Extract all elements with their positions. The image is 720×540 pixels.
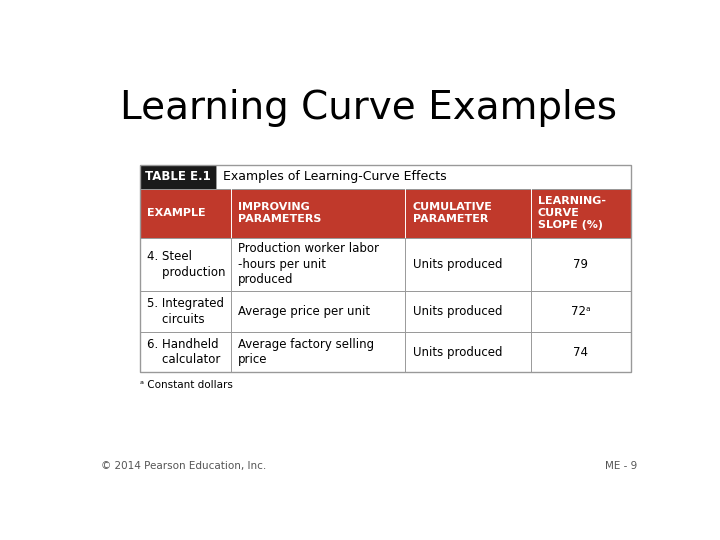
Text: 74: 74 [573,346,588,359]
Text: Units produced: Units produced [413,258,502,271]
Text: 79: 79 [573,258,588,271]
Text: 6. Handheld
    calculator: 6. Handheld calculator [148,338,221,366]
Text: Average factory selling
price: Average factory selling price [238,338,374,366]
Bar [140,291,631,332]
Bar [140,188,631,238]
Text: TABLE E.1: TABLE E.1 [145,170,211,183]
Text: ᵃ Constant dollars: ᵃ Constant dollars [140,380,233,390]
Text: 4. Steel
    production: 4. Steel production [148,250,226,279]
Bar [140,165,631,373]
Text: IMPROVING
PARAMETERS: IMPROVING PARAMETERS [238,202,322,224]
Bar [140,165,216,188]
Bar [216,165,631,188]
Text: Examples of Learning-Curve Effects: Examples of Learning-Curve Effects [223,170,446,183]
Bar [140,332,631,373]
Text: CUMULATIVE
PARAMETER: CUMULATIVE PARAMETER [413,202,492,224]
Text: Learning Curve Examples: Learning Curve Examples [120,90,618,127]
Text: Units produced: Units produced [413,346,502,359]
Text: LEARNING-
CURVE
SLOPE (%): LEARNING- CURVE SLOPE (%) [538,196,606,230]
Text: 5. Integrated
    circuits: 5. Integrated circuits [148,297,225,326]
Text: © 2014 Pearson Education, Inc.: © 2014 Pearson Education, Inc. [101,462,266,471]
Text: EXAMPLE: EXAMPLE [148,208,206,218]
Bar [140,238,631,291]
Text: 72ᵃ: 72ᵃ [571,305,590,318]
Text: Production worker labor
-hours per unit
produced: Production worker labor -hours per unit … [238,242,379,286]
Text: Units produced: Units produced [413,305,502,318]
Text: ME - 9: ME - 9 [605,462,637,471]
Text: Average price per unit: Average price per unit [238,305,371,318]
